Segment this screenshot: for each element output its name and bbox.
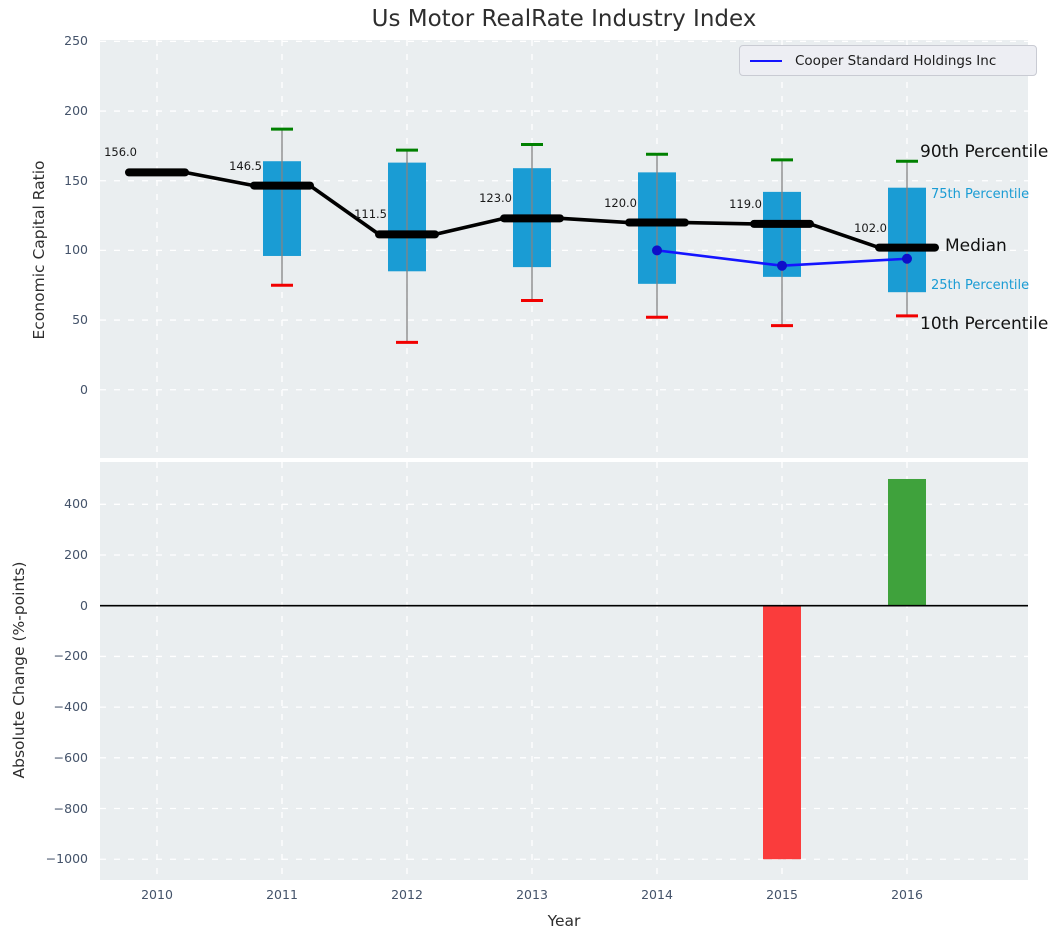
median-value-label: 119.0 [729, 196, 762, 211]
median-value-label: 146.5 [229, 158, 262, 173]
y-tick-label: 0 [80, 381, 88, 397]
company-point [652, 245, 662, 256]
median-value-label: 102.0 [854, 220, 887, 235]
plot-canvas [100, 40, 1028, 458]
x-tick-label: 2014 [641, 887, 673, 902]
median-value-label: 120.0 [604, 195, 637, 210]
y-tick-label: −800 [53, 800, 88, 816]
y-tick-label: 50 [72, 312, 88, 328]
median-value-label: 123.0 [479, 191, 512, 206]
median-connector [184, 170, 255, 188]
annotation-25th-percentile: 25th Percentile [931, 278, 1030, 293]
x-tick-label: 2011 [266, 887, 298, 902]
annotation-10th-percentile: 10th Percentile [920, 314, 1049, 334]
legend-line-sample-icon [750, 59, 782, 62]
y-tick-label: −600 [53, 749, 88, 765]
y-tick-label: −200 [53, 648, 88, 664]
median-connector [559, 216, 630, 225]
y-tick-label: −1000 [45, 851, 88, 867]
y-tick-label: 0 [80, 597, 88, 613]
bottom-axes [100, 462, 1028, 880]
annotation-median: Median [945, 236, 1007, 256]
change-bar-2016 [888, 478, 926, 606]
median-value-label: 111.5 [354, 207, 387, 222]
legend-label: Cooper Standard Holdings Inc [795, 52, 997, 69]
median-connector [308, 184, 381, 236]
y-tick-label: 150 [64, 172, 88, 188]
y-tick-label: 100 [64, 242, 88, 258]
company-point [777, 260, 787, 271]
median-connector [434, 216, 505, 237]
y-tick-label: 400 [64, 496, 88, 512]
x-tick-label: 2010 [141, 887, 173, 902]
legend: Cooper Standard Holdings Inc [739, 45, 1037, 76]
y-tick-label: 250 [64, 33, 88, 49]
company-point [902, 253, 912, 264]
x-tick-label: 2015 [766, 887, 798, 902]
x-axis-label: Year [547, 912, 581, 930]
chart-title: Us Motor RealRate Industry Index [371, 6, 757, 32]
x-tick-label: 2013 [516, 887, 548, 902]
y-tick-label: 200 [64, 103, 88, 119]
x-tick-label: 2016 [891, 887, 923, 902]
change-bar-2015 [763, 605, 801, 860]
plot-canvas [100, 462, 1028, 880]
annotation-75th-percentile: 75th Percentile [931, 187, 1030, 202]
median-value-label: 156.0 [104, 145, 137, 160]
top-axes: 156.0 146.5 111.5 123.0 120.0 119.0 102.0 [100, 40, 1028, 458]
annotation-90th-percentile: 90th Percentile [920, 142, 1049, 162]
y-tick-label: −400 [53, 699, 88, 715]
median-connector [809, 222, 880, 250]
y-tick-label: 200 [64, 547, 88, 563]
y-axis-label-bottom: Absolute Change (%-points) [10, 561, 28, 779]
x-tick-label: 2012 [391, 887, 423, 902]
median-connector [684, 220, 755, 226]
